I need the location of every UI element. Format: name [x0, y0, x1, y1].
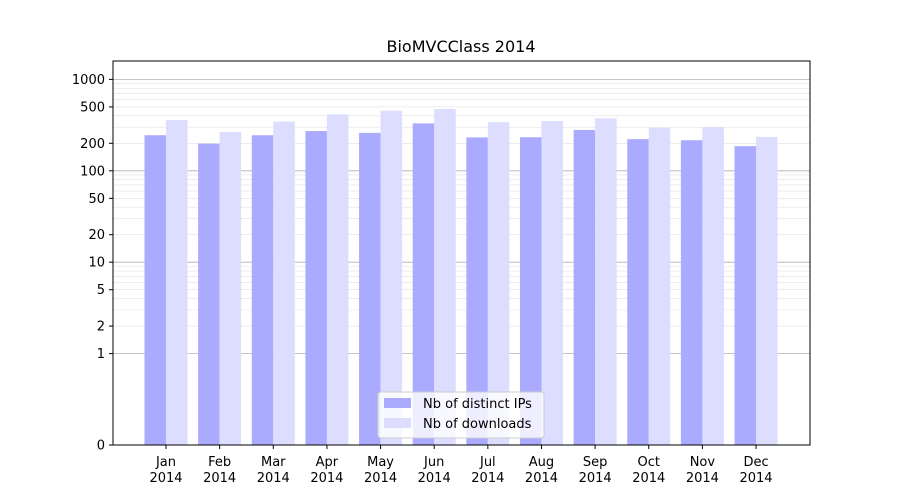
- y-axis: 0 1 2 5 10 20 50 100 200 500 1000: [72, 73, 113, 454]
- x-tick-label-month: Nov: [690, 455, 716, 470]
- legend-label: Nb of distinct IPs: [423, 397, 532, 412]
- x-tick-label-year: 2014: [149, 471, 182, 486]
- bar-downloads: [648, 127, 671, 445]
- bar-distinct-ips: [734, 146, 757, 446]
- y-tick-label: 100: [80, 164, 105, 179]
- y-tick-label: 5: [97, 283, 105, 298]
- y-tick-label: 1000: [72, 73, 105, 88]
- bar-downloads: [756, 136, 778, 445]
- bar-distinct-ips: [359, 132, 381, 445]
- bars-group: [144, 108, 778, 446]
- x-tick-label-month: Sep: [583, 455, 608, 470]
- bar-distinct-ips: [573, 129, 596, 445]
- bar-downloads: [487, 122, 510, 445]
- x-tick-label-month: May: [367, 455, 394, 470]
- bar-distinct-ips: [466, 137, 488, 445]
- y-tick-label: 200: [80, 137, 105, 152]
- x-tick-label-month: Aug: [529, 455, 554, 470]
- x-tick-label-year: 2014: [418, 471, 451, 486]
- bar-distinct-ips: [251, 135, 274, 445]
- legend-label: Nb of downloads: [423, 417, 532, 432]
- bar-downloads: [273, 121, 295, 445]
- x-tick-label-year: 2014: [364, 471, 397, 486]
- x-tick-label-month: Dec: [743, 455, 768, 470]
- bar-downloads: [595, 118, 617, 445]
- y-tick-label: 1: [97, 347, 105, 362]
- x-tick-label-year: 2014: [203, 471, 236, 486]
- bar-distinct-ips: [680, 140, 703, 445]
- x-tick-label-year: 2014: [579, 471, 612, 486]
- x-tick-label-year: 2014: [310, 471, 343, 486]
- legend-swatch: [384, 398, 411, 408]
- x-tick-label-year: 2014: [257, 471, 290, 486]
- x-tick-label-year: 2014: [632, 471, 665, 486]
- x-tick-label-year: 2014: [686, 471, 719, 486]
- bar-downloads: [541, 121, 563, 446]
- y-tick-label: 2: [97, 320, 105, 335]
- legend-box: [377, 391, 545, 439]
- bar-downloads: [219, 132, 242, 445]
- x-tick-label-month: Apr: [316, 455, 339, 470]
- y-tick-label: 50: [88, 192, 105, 207]
- bar-downloads: [326, 114, 349, 446]
- bar-downloads: [702, 127, 724, 446]
- chart-title: BioMVCClass 2014: [386, 37, 535, 56]
- x-tick-label-month: Jul: [479, 455, 496, 470]
- bar-downloads: [166, 119, 188, 445]
- x-tick-label-month: Mar: [261, 455, 286, 470]
- y-tick-label: 10: [88, 256, 105, 271]
- bar-distinct-ips: [144, 135, 166, 445]
- legend-swatch: [384, 418, 411, 428]
- x-tick-label-year: 2014: [471, 471, 504, 486]
- x-axis: Jan2014Feb2014Mar2014Apr2014May2014Jun20…: [149, 445, 773, 486]
- bar-distinct-ips: [519, 137, 542, 445]
- bar-downloads: [380, 110, 403, 445]
- x-tick-label-month: Oct: [638, 455, 660, 470]
- bar-distinct-ips: [198, 143, 220, 445]
- plot-frame: [112, 60, 811, 446]
- bar-distinct-ips: [412, 123, 435, 445]
- x-tick-label-year: 2014: [525, 471, 558, 486]
- y-tick-label: 0: [97, 439, 105, 454]
- bar-distinct-ips: [305, 131, 327, 446]
- legend: Nb of distinct IPs Nb of downloads: [377, 391, 545, 439]
- bar-downloads: [434, 108, 456, 446]
- y-tick-label: 20: [88, 228, 105, 243]
- x-tick-label-month: Jan: [155, 455, 176, 470]
- bar-distinct-ips: [627, 139, 649, 445]
- x-tick-label-year: 2014: [739, 471, 772, 486]
- x-tick-label-month: Feb: [208, 455, 231, 470]
- y-tick-label: 500: [80, 100, 105, 115]
- x-tick-label-month: Jun: [423, 455, 444, 470]
